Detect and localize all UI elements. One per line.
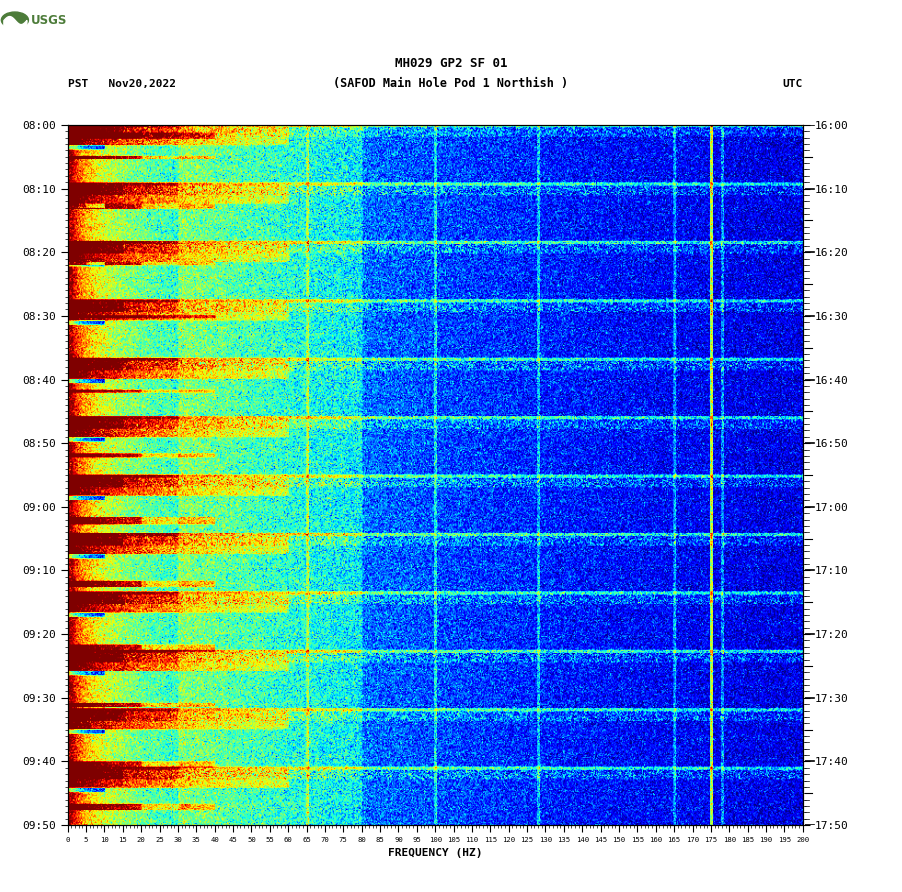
Text: (SAFOD Main Hole Pod 1 Northish ): (SAFOD Main Hole Pod 1 Northish ) — [334, 78, 568, 90]
Text: PST   Nov20,2022: PST Nov20,2022 — [68, 79, 176, 89]
Text: MH029 GP2 SF 01: MH029 GP2 SF 01 — [395, 57, 507, 70]
Circle shape — [2, 12, 29, 28]
X-axis label: FREQUENCY (HZ): FREQUENCY (HZ) — [388, 848, 483, 858]
Text: UTC: UTC — [783, 79, 803, 89]
Text: USGS: USGS — [31, 14, 68, 28]
